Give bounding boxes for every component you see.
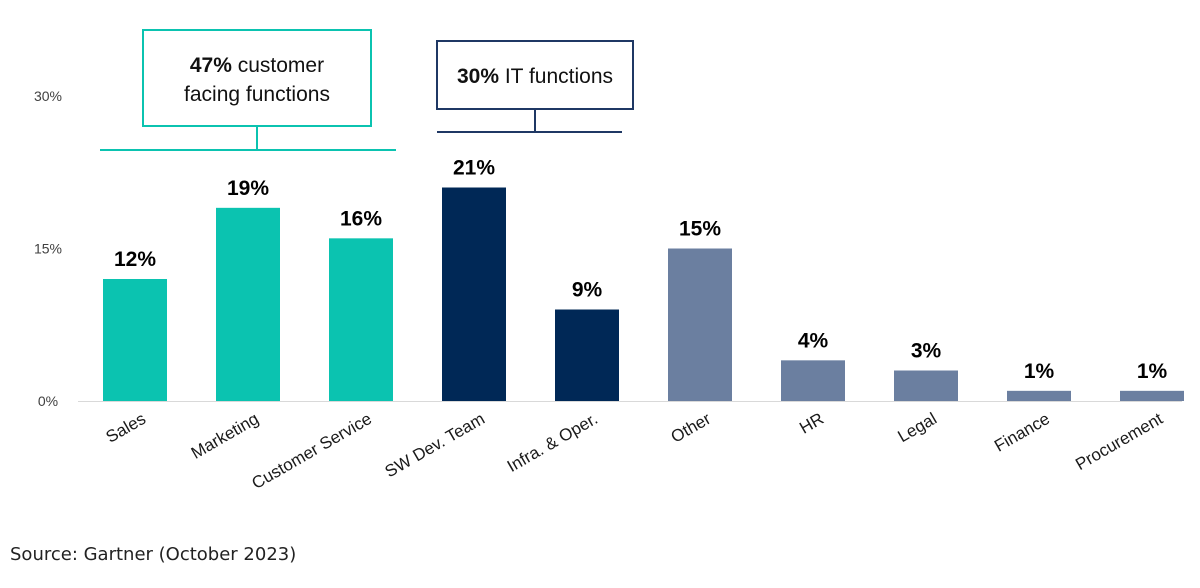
data-label: 12% (114, 248, 156, 271)
bar (442, 187, 506, 401)
callout-label-line2: facing functions (184, 83, 330, 106)
data-label: 16% (340, 207, 382, 230)
data-labels: 12% 19% 16% 21% 9% 15% 4% 3% 1% 1% (114, 157, 1168, 383)
bar (555, 309, 619, 401)
bar (781, 360, 845, 401)
category-label: Finance (991, 409, 1053, 456)
callout-box (142, 29, 372, 127)
data-label: 9% (572, 279, 603, 302)
data-label: 19% (227, 177, 269, 200)
data-label: 4% (798, 329, 829, 352)
data-label: 1% (1137, 360, 1168, 383)
callout-label: 30% IT functions (457, 65, 613, 88)
bar (329, 238, 393, 401)
data-label: 21% (453, 157, 495, 180)
bar (103, 279, 167, 401)
callout-box (436, 40, 634, 110)
bar-chart: 0% 15% 30% 12% 19% 16% 21% 9% 15% 4% 3% 1% 1% Sales… (34, 29, 1184, 493)
category-label: SW Dev. Team (382, 409, 488, 481)
bar (668, 248, 732, 401)
category-label: Marketing (188, 409, 262, 463)
bar (1120, 390, 1184, 401)
group-callout: 30% IT functions (436, 40, 634, 133)
y-tick-label: 0% (38, 393, 58, 409)
bar (216, 207, 280, 401)
y-tick-label: 30% (34, 88, 62, 104)
category-label: Legal (894, 409, 940, 446)
data-label: 3% (911, 340, 942, 363)
callout-label: 47% customer (190, 54, 324, 77)
category-label: Procurement (1072, 409, 1166, 474)
category-label: Sales (103, 409, 149, 447)
bars (103, 187, 1184, 401)
bar (1007, 390, 1071, 401)
category-label: Customer Service (248, 409, 375, 493)
category-label: Other (668, 409, 715, 447)
y-tick-label: 15% (34, 241, 62, 257)
bar (894, 370, 958, 401)
group-callouts: 47% customer facing functions 30% IT funct… (100, 29, 634, 151)
group-callout: 47% customer facing functions (100, 29, 396, 151)
category-label: Infra. & Oper. (504, 409, 601, 476)
category-label: HR (796, 409, 827, 438)
data-label: 15% (679, 218, 721, 241)
data-label: 1% (1024, 360, 1055, 383)
source-note: Source: Gartner (October 2023) (10, 544, 297, 565)
y-axis-ticks: 0% 15% 30% (34, 88, 62, 409)
